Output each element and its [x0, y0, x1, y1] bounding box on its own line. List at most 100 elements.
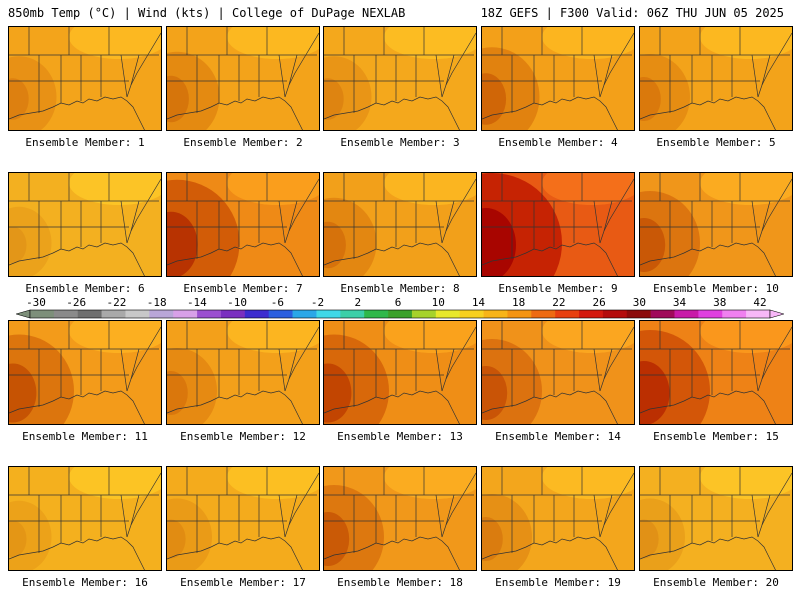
colorbar-tick-label: 18 [512, 296, 526, 309]
ensemble-member-label: Ensemble Member: 13 [337, 430, 463, 443]
colorbar-segment [197, 310, 222, 318]
colorbar-segment [244, 310, 270, 318]
temperature-field [640, 321, 792, 424]
colorbar-segment [626, 310, 651, 318]
temperature-field [324, 173, 476, 276]
temperature-field [167, 27, 319, 130]
temperature-field [167, 173, 319, 276]
colorbar-tick-label: -10 [227, 296, 248, 309]
ensemble-member-label: Ensemble Member: 15 [653, 430, 779, 443]
temperature-field [482, 321, 634, 424]
ensemble-member-map [639, 26, 793, 131]
colorbar-segment [459, 310, 484, 318]
ensemble-member-label: Ensemble Member: 3 [340, 136, 460, 149]
ensemble-member-map [481, 466, 635, 571]
colorbar-segment [698, 310, 723, 318]
colorbar-tick-label: -6 [270, 296, 284, 309]
temperature-field [482, 467, 634, 570]
colorbar-min-arrow [16, 309, 31, 319]
colorbar-tick-label: -14 [186, 296, 207, 309]
colorbar-segment [674, 310, 699, 318]
colorbar-tick-label: -2 [310, 296, 325, 309]
ensemble-member-map [639, 466, 793, 571]
colorbar-segment [579, 310, 604, 318]
colorbar-segment [125, 310, 150, 318]
temperature-field [167, 467, 319, 570]
ensemble-member-map [166, 26, 320, 131]
ensemble-member-label: Ensemble Member: 12 [180, 430, 306, 443]
map-title: 850mb Temp (°C) | Wind (kts) | College o… [8, 6, 406, 20]
colorbar-segment [292, 310, 317, 318]
ensemble-member-label: Ensemble Member: 20 [653, 576, 779, 589]
ensemble-member-map [639, 320, 793, 425]
ensemble-member-map [481, 26, 635, 131]
colorbar-tick-label: -30 [26, 296, 46, 309]
ensemble-member-map [8, 26, 162, 131]
ensemble-member-map [323, 320, 477, 425]
colorbar-segment [149, 310, 174, 318]
colorbar-segment [220, 310, 246, 318]
ensemble-member-label: Ensemble Member: 7 [183, 282, 303, 295]
colorbar-tick-label: -22 [106, 296, 127, 309]
colorbar-segment [411, 310, 437, 318]
ensemble-member-map [8, 466, 162, 571]
temperature-field [482, 173, 634, 276]
colorbar-tick-label: 2 [354, 296, 362, 309]
colorbar-segment [340, 310, 365, 318]
colorbar-segment [316, 310, 341, 318]
ensemble-member-map [323, 26, 477, 131]
colorbar-segment [531, 310, 556, 318]
temperature-colorbar [16, 309, 784, 319]
temperature-field [324, 321, 476, 424]
ensemble-member-label: Ensemble Member: 14 [495, 430, 621, 443]
ensemble-member-map [481, 320, 635, 425]
colorbar-segment [746, 310, 771, 318]
temperature-field [9, 27, 161, 130]
colorbar-tick-label: 22 [552, 296, 566, 309]
colorbar-tick-label: 34 [672, 296, 687, 309]
colorbar-max-arrow [769, 309, 784, 319]
colorbar-segment [722, 310, 747, 318]
colorbar-segment [388, 310, 413, 318]
ensemble-member-map [323, 172, 477, 277]
ensemble-member-map [166, 172, 320, 277]
colorbar-segment [602, 310, 628, 318]
colorbar-segment [268, 310, 293, 318]
colorbar-tick-label: 42 [753, 296, 767, 309]
ensemble-member-label: Ensemble Member: 8 [340, 282, 460, 295]
colorbar-segment [30, 310, 55, 318]
colorbar-segment [173, 310, 198, 318]
ensemble-member-label: Ensemble Member: 10 [653, 282, 779, 295]
colorbar-tick-label: 14 [471, 296, 486, 309]
temperature-field [640, 173, 792, 276]
ensemble-member-label: Ensemble Member: 2 [183, 136, 303, 149]
ensemble-member-map [323, 466, 477, 571]
temperature-field [9, 173, 161, 276]
temperature-field [9, 321, 161, 424]
colorbar-segment [507, 310, 532, 318]
ensemble-member-label: Ensemble Member: 11 [22, 430, 148, 443]
ensemble-member-label: Ensemble Member: 16 [22, 576, 148, 589]
temperature-field [324, 27, 476, 130]
colorbar-segment [53, 310, 79, 318]
colorbar-tick-label: 26 [592, 296, 606, 309]
ensemble-member-map [8, 172, 162, 277]
ensemble-member-label: Ensemble Member: 5 [656, 136, 776, 149]
ensemble-member-label: Ensemble Member: 17 [180, 576, 306, 589]
colorbar-segment [435, 310, 460, 318]
temperature-field [324, 467, 476, 570]
ensemble-member-label: Ensemble Member: 6 [25, 282, 145, 295]
ensemble-member-map [639, 172, 793, 277]
colorbar-tick-label: -26 [66, 296, 87, 309]
colorbar-tick-label: 30 [632, 296, 646, 309]
ensemble-member-label: Ensemble Member: 18 [337, 576, 463, 589]
colorbar-segment [364, 310, 389, 318]
colorbar-tick-label: -18 [146, 296, 167, 309]
ensemble-member-map [166, 320, 320, 425]
colorbar-segment [650, 310, 675, 318]
colorbar-tick-label: 10 [431, 296, 445, 309]
colorbar-segment [101, 310, 126, 318]
temperature-field [640, 27, 792, 130]
ensemble-member-label: Ensemble Member: 1 [25, 136, 145, 149]
ensemble-member-map [166, 466, 320, 571]
